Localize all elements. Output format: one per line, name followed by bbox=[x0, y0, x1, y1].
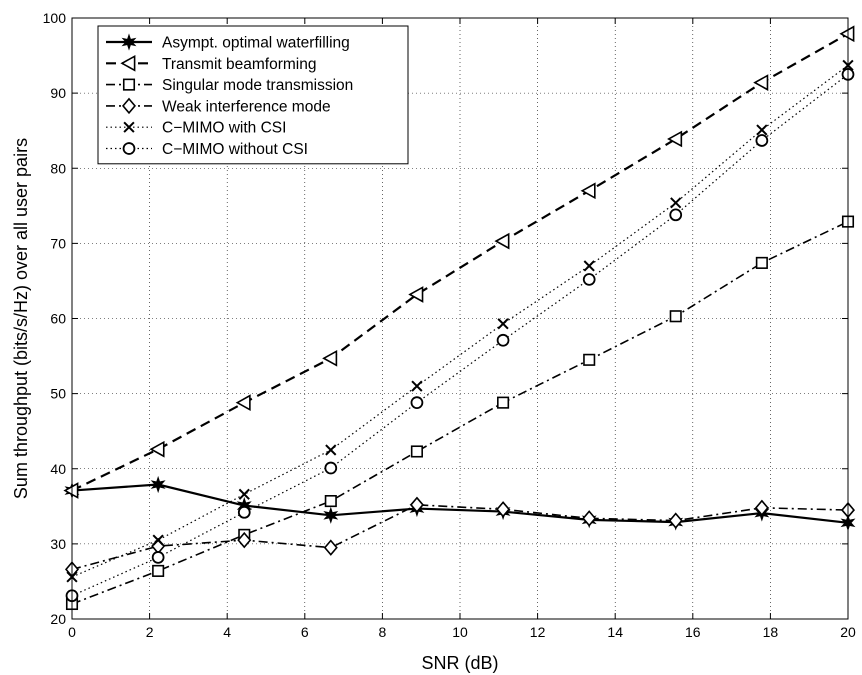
data-point bbox=[237, 505, 251, 519]
y-tick-label: 90 bbox=[50, 85, 66, 101]
y-axis-label: Sum throughput (bits/s/Hz) over all user… bbox=[11, 138, 31, 499]
data-point bbox=[152, 564, 165, 577]
x-tick-label: 10 bbox=[452, 624, 468, 640]
legend-label-3: Weak interference mode bbox=[162, 98, 331, 115]
data-point bbox=[497, 396, 510, 409]
legend-label-5: C−MIMO without CSI bbox=[162, 141, 308, 158]
data-point bbox=[152, 534, 164, 546]
legend: Asympt. optimal waterfilling Transmit bea… bbox=[97, 25, 409, 165]
data-point bbox=[667, 130, 683, 148]
data-point bbox=[755, 256, 768, 269]
x-tick-label: 8 bbox=[379, 624, 387, 640]
y-tick-label: 40 bbox=[50, 461, 66, 477]
data-point bbox=[408, 286, 424, 303]
data-point bbox=[497, 318, 509, 330]
data-point bbox=[839, 25, 855, 43]
x-tick-label: 0 bbox=[68, 624, 76, 640]
series-1 bbox=[63, 25, 855, 499]
axis-ticks bbox=[71, 17, 849, 620]
legend-label-4: C−MIMO with CSI bbox=[162, 120, 286, 137]
y-tick-label: 80 bbox=[50, 160, 66, 176]
data-point bbox=[580, 182, 596, 200]
data-point bbox=[583, 353, 596, 366]
legend-marker-1 bbox=[120, 54, 136, 72]
series-line bbox=[71, 483, 849, 524]
data-point bbox=[235, 394, 251, 411]
legend-label-0: Asympt. optimal waterfilling bbox=[162, 35, 350, 52]
data-point bbox=[237, 531, 252, 549]
data-point bbox=[670, 197, 682, 209]
data-point bbox=[323, 539, 338, 556]
data-point bbox=[410, 445, 423, 458]
data-point bbox=[582, 510, 597, 527]
data-point bbox=[322, 349, 338, 367]
x-tick-label: 2 bbox=[146, 624, 154, 640]
y-tick-label: 100 bbox=[43, 10, 67, 26]
data-point bbox=[151, 551, 165, 564]
data-point bbox=[669, 310, 682, 323]
series-line bbox=[71, 504, 849, 571]
data-point bbox=[238, 488, 250, 500]
y-tick-label: 70 bbox=[50, 235, 66, 251]
y-tick-label: 30 bbox=[50, 536, 66, 552]
data-point bbox=[668, 512, 683, 529]
y-tick-label: 50 bbox=[50, 386, 66, 402]
series-line bbox=[71, 220, 849, 605]
data-point bbox=[411, 380, 423, 392]
x-tick-label: 20 bbox=[840, 624, 856, 640]
data-point bbox=[582, 273, 596, 286]
legend-label-1: Transmit beamforming bbox=[162, 56, 316, 73]
data-point bbox=[756, 124, 768, 136]
data-point bbox=[324, 461, 338, 475]
data-point bbox=[149, 440, 165, 458]
x-tick-label: 18 bbox=[763, 624, 779, 640]
y-tick-label: 20 bbox=[50, 611, 66, 627]
legend-marker-2 bbox=[122, 78, 136, 91]
data-point bbox=[755, 134, 769, 147]
data-point bbox=[496, 333, 510, 347]
legend-box bbox=[97, 25, 409, 165]
data-point bbox=[410, 396, 424, 410]
data-point bbox=[754, 499, 769, 517]
data-point bbox=[324, 495, 337, 508]
data-point bbox=[494, 232, 510, 250]
x-tick-label: 6 bbox=[301, 624, 309, 640]
series-line bbox=[71, 32, 849, 492]
data-point bbox=[753, 74, 769, 91]
legend-marker-3 bbox=[122, 97, 136, 115]
data-point bbox=[150, 475, 166, 494]
x-tick-label: 12 bbox=[530, 624, 546, 640]
data-point bbox=[496, 501, 511, 518]
data-point bbox=[583, 260, 595, 272]
x-tick-label: 16 bbox=[685, 624, 701, 640]
data-point bbox=[63, 482, 79, 499]
data-point bbox=[323, 506, 339, 524]
data-point bbox=[409, 496, 424, 514]
x-tick-label: 14 bbox=[607, 624, 623, 640]
y-tick-label: 60 bbox=[50, 311, 66, 327]
legend-marker-0 bbox=[121, 33, 137, 51]
legend-marker-5 bbox=[122, 142, 136, 155]
data-point bbox=[669, 208, 683, 222]
x-axis-label: SNR (dB) bbox=[421, 653, 498, 673]
tick-labels: 0 2 4 6 8 10 12 14 16 18 20 20 30 40 50 60 70 80 90 100 bbox=[43, 10, 856, 640]
series-4 bbox=[66, 59, 854, 583]
legend-label-2: Singular mode transmission bbox=[162, 77, 353, 94]
legend-marker-4 bbox=[123, 121, 135, 133]
x-tick-label: 4 bbox=[223, 624, 231, 640]
data-point bbox=[325, 444, 337, 456]
